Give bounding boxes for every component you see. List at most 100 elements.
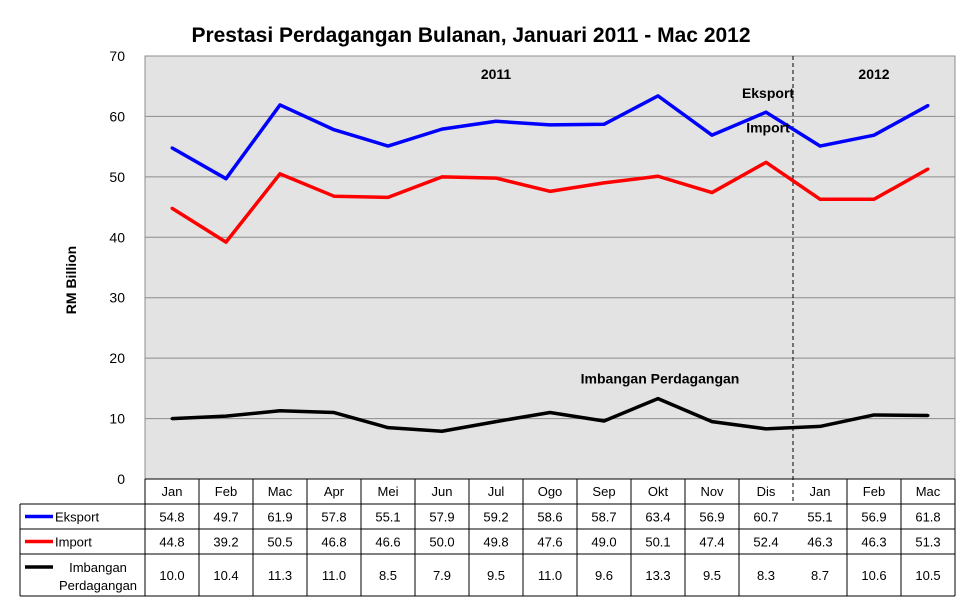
year-label: 2011 xyxy=(481,66,512,82)
table-cell: 50.1 xyxy=(645,535,670,550)
category-label: Jan xyxy=(810,484,831,499)
year-labels: 2011 2012 xyxy=(481,66,890,82)
table-cell: 46.3 xyxy=(861,535,886,550)
data-point xyxy=(494,119,498,123)
data-point xyxy=(710,191,714,195)
y-tick-label: 10 xyxy=(109,411,125,427)
table-cell: 7.9 xyxy=(433,568,451,583)
data-point xyxy=(278,103,282,107)
series-lines xyxy=(170,94,930,434)
y-axis-label: RM Billion xyxy=(63,246,79,314)
y-tick-label: 40 xyxy=(109,229,125,245)
category-label: Feb xyxy=(863,484,885,499)
data-point xyxy=(764,427,768,431)
data-point xyxy=(224,177,228,181)
table-cell: 63.4 xyxy=(645,510,670,525)
table-cell: 59.2 xyxy=(483,510,508,525)
table-cell: 47.6 xyxy=(537,535,562,550)
table-cell: 58.6 xyxy=(537,510,562,525)
table-cell: 55.1 xyxy=(375,510,400,525)
plot-area xyxy=(144,55,956,480)
data-point xyxy=(332,411,336,415)
gridlines xyxy=(145,55,955,480)
table-cell: 49.0 xyxy=(591,535,616,550)
y-axis-ticks: 0 10 20 30 40 50 60 70 xyxy=(109,48,125,487)
table-cell: 50.5 xyxy=(267,535,292,550)
data-point xyxy=(332,194,336,198)
data-point xyxy=(656,397,660,401)
category-label: Jun xyxy=(432,484,453,499)
category-label: Okt xyxy=(648,484,669,499)
table-cell: 56.9 xyxy=(699,510,724,525)
table-cell: 61.8 xyxy=(915,510,940,525)
data-point xyxy=(386,426,390,430)
data-point xyxy=(224,414,228,418)
data-point xyxy=(872,133,876,137)
y-tick-label: 70 xyxy=(109,48,125,64)
series-annotation: Eksport xyxy=(742,85,794,101)
data-point xyxy=(656,174,660,178)
data-point xyxy=(818,144,822,148)
table-cell: 51.3 xyxy=(915,535,940,550)
y-tick-label: 0 xyxy=(117,471,125,487)
legend-label: Eksport xyxy=(55,510,99,525)
data-point xyxy=(926,414,930,418)
table-cell: 10.0 xyxy=(159,568,184,583)
data-point xyxy=(710,420,714,424)
series-annotation: Import xyxy=(746,119,790,135)
data-point xyxy=(224,240,228,244)
data-point xyxy=(170,146,174,150)
data-point xyxy=(278,409,282,413)
category-label: Nov xyxy=(700,484,724,499)
data-point xyxy=(548,189,552,193)
table-cell: 52.4 xyxy=(753,535,778,550)
table-cell: 9.5 xyxy=(703,568,721,583)
data-point xyxy=(440,175,444,179)
data-point xyxy=(818,424,822,428)
table-cell: 50.0 xyxy=(429,535,454,550)
table-cell: 11.0 xyxy=(322,568,346,583)
table-cell: 56.9 xyxy=(861,510,886,525)
data-point xyxy=(656,94,660,98)
table-cell: 58.7 xyxy=(591,510,616,525)
series-annotation: Imbangan Perdagangan xyxy=(581,371,740,387)
category-label: Mei xyxy=(378,484,399,499)
category-label: Ogo xyxy=(538,484,563,499)
table-cell: 8.3 xyxy=(757,568,775,583)
table-cell: 54.8 xyxy=(159,510,184,525)
y-tick-label: 50 xyxy=(109,169,125,185)
category-label: Feb xyxy=(215,484,237,499)
table-cell: 49.7 xyxy=(213,510,238,525)
data-point xyxy=(872,197,876,201)
legend-label: Imbangan xyxy=(69,560,127,575)
table-cell: 46.3 xyxy=(807,535,832,550)
data-point xyxy=(548,411,552,415)
data-point xyxy=(602,122,606,126)
table-cell: 39.2 xyxy=(213,535,238,550)
data-point xyxy=(764,160,768,164)
year-label: 2012 xyxy=(858,66,889,82)
table-cell: 10.6 xyxy=(861,568,886,583)
legend-label: Import xyxy=(55,535,92,550)
table-cell: 11.3 xyxy=(268,568,292,583)
data-point xyxy=(386,195,390,199)
data-point xyxy=(440,429,444,433)
table-cell: 9.5 xyxy=(487,568,505,583)
table-cell: 60.7 xyxy=(753,510,778,525)
data-point xyxy=(278,172,282,176)
data-point xyxy=(494,176,498,180)
category-label: Jan xyxy=(162,484,183,499)
category-label: Mac xyxy=(268,484,293,499)
data-point xyxy=(818,197,822,201)
chart-title: Prestasi Perdagangan Bulanan, Januari 20… xyxy=(191,24,750,47)
data-point xyxy=(494,420,498,424)
data-point xyxy=(332,128,336,132)
table-cell: 13.3 xyxy=(645,568,670,583)
table-cell: 11.0 xyxy=(538,568,562,583)
data-point xyxy=(926,104,930,108)
table-cell: 49.8 xyxy=(483,535,508,550)
table-cell: 46.8 xyxy=(321,535,346,550)
table-cell: 61.9 xyxy=(267,510,292,525)
data-table: Jan Feb Mac Apr Mei Jun Jul Ogo Sep Okt Nov Dis Jan F… xyxy=(19,478,956,597)
